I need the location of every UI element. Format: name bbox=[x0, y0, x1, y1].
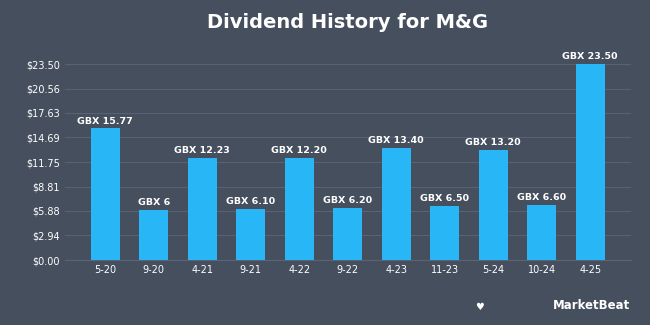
Text: MarketBeat: MarketBeat bbox=[553, 299, 630, 312]
Bar bbox=[576, 64, 604, 260]
Bar bbox=[91, 128, 120, 260]
Text: GBX 23.50: GBX 23.50 bbox=[562, 52, 618, 61]
Bar bbox=[527, 205, 556, 260]
Title: Dividend History for M&G: Dividend History for M&G bbox=[207, 13, 488, 32]
Bar bbox=[333, 208, 362, 260]
Text: GBX 6.60: GBX 6.60 bbox=[517, 193, 566, 202]
Text: GBX 12.20: GBX 12.20 bbox=[272, 146, 327, 155]
Bar bbox=[139, 210, 168, 260]
Text: GBX 6: GBX 6 bbox=[138, 198, 170, 207]
Bar bbox=[188, 158, 217, 260]
Text: GBX 6.50: GBX 6.50 bbox=[421, 194, 469, 203]
Text: GBX 12.23: GBX 12.23 bbox=[174, 146, 230, 155]
Bar bbox=[478, 150, 508, 260]
Text: GBX 13.20: GBX 13.20 bbox=[465, 138, 521, 147]
Bar bbox=[382, 148, 411, 260]
Text: GBX 6.10: GBX 6.10 bbox=[226, 197, 276, 206]
Text: GBX 15.77: GBX 15.77 bbox=[77, 117, 133, 125]
Bar bbox=[236, 209, 265, 260]
Bar bbox=[430, 206, 460, 260]
Text: GBX 13.40: GBX 13.40 bbox=[369, 136, 424, 145]
Bar bbox=[285, 158, 314, 260]
Text: GBX 6.20: GBX 6.20 bbox=[323, 196, 372, 205]
Text: ♥: ♥ bbox=[476, 302, 484, 312]
